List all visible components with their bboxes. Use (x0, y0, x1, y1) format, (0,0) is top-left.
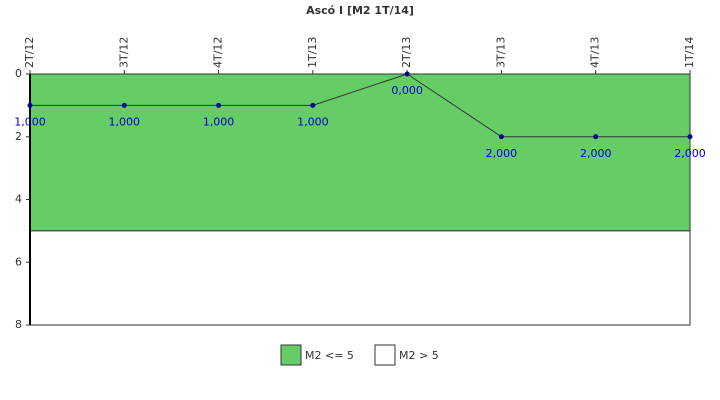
legend-label: M2 > 5 (399, 349, 439, 362)
x-tick-label: 4T/13 (589, 37, 602, 68)
x-tick-label: 3T/13 (494, 37, 507, 68)
y-tick-label: 2 (15, 130, 22, 143)
band (29, 73, 691, 232)
x-tick-label: 3T/12 (117, 37, 130, 68)
marker (27, 102, 33, 108)
value-label: 1,000 (297, 115, 329, 128)
value-label: 2,000 (580, 147, 612, 160)
chart-title: Ascó I [M2 1T/14] (306, 4, 414, 17)
value-label: 1,000 (109, 115, 141, 128)
band (29, 230, 691, 326)
value-label: 2,000 (486, 147, 518, 160)
marker (310, 102, 316, 108)
y-tick-label: 0 (15, 67, 22, 80)
marker (121, 102, 127, 108)
legend-swatch (374, 344, 396, 366)
y-tick-label: 6 (15, 255, 22, 268)
legend-swatch (280, 344, 302, 366)
value-label: 1,000 (203, 115, 235, 128)
line (30, 73, 690, 138)
marker (498, 134, 504, 140)
marker (593, 134, 599, 140)
marker (687, 134, 693, 140)
legend-label: M2 <= 5 (305, 349, 354, 362)
x-tick-label: 4T/12 (212, 37, 225, 68)
y-tick-label: 8 (15, 318, 22, 331)
marker (404, 71, 410, 77)
x-tick-label: 2T/12 (23, 37, 36, 68)
x-tick-label: 1T/13 (306, 37, 319, 68)
x-tick-label: 1T/14 (683, 37, 696, 68)
x-tick-label: 2T/13 (400, 37, 413, 68)
value-label: 2,000 (674, 147, 706, 160)
value-label: 0,000 (391, 84, 423, 97)
marker (216, 102, 222, 108)
value-label: 1,000 (14, 115, 46, 128)
y-tick-label: 4 (15, 193, 22, 206)
